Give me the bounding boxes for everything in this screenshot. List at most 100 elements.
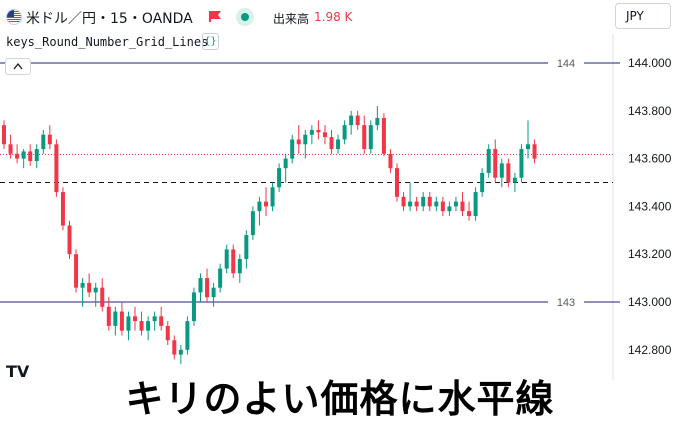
candle-body bbox=[519, 149, 524, 178]
candle-body bbox=[21, 151, 26, 159]
candle-body bbox=[198, 278, 203, 293]
candle-body bbox=[93, 287, 98, 293]
candle-body bbox=[80, 282, 85, 288]
candle-body bbox=[165, 325, 170, 341]
candle-body bbox=[211, 287, 216, 298]
candle-body bbox=[283, 158, 288, 169]
candle-body bbox=[205, 278, 210, 298]
candle-body bbox=[421, 196, 426, 207]
price-tick-label: 143.800 bbox=[628, 104, 672, 118]
candles bbox=[2, 106, 537, 365]
tradingview-logo: TV bbox=[6, 362, 30, 381]
candle-body bbox=[54, 144, 59, 193]
price-tick-label: 142.800 bbox=[628, 343, 672, 357]
candle-body bbox=[8, 144, 13, 154]
candle-body bbox=[126, 316, 131, 331]
candle-body bbox=[119, 311, 124, 331]
price-tick-label: 143.200 bbox=[628, 247, 672, 261]
price-tick-label: 143.400 bbox=[628, 199, 672, 213]
candle-body bbox=[473, 192, 478, 216]
candle-body bbox=[486, 149, 491, 173]
us-flag-icon bbox=[6, 9, 22, 25]
candle-body bbox=[453, 201, 458, 207]
indicator-name[interactable]: keys_Round_Number_Grid_Lines bbox=[6, 35, 209, 49]
candle-body bbox=[375, 117, 380, 126]
candle-body bbox=[493, 149, 498, 178]
candle-body bbox=[264, 201, 268, 207]
candle-body bbox=[277, 168, 282, 188]
candle-body bbox=[60, 192, 65, 226]
candle-body bbox=[244, 235, 249, 259]
candle-body bbox=[381, 117, 386, 154]
currency-button[interactable]: JPY bbox=[615, 3, 671, 29]
candle-body bbox=[414, 201, 419, 207]
chevron-up-icon bbox=[13, 62, 23, 70]
candle-body bbox=[401, 196, 406, 207]
candle-body bbox=[447, 206, 452, 212]
candle-body bbox=[532, 144, 537, 159]
candle-body bbox=[316, 129, 321, 133]
price-axis[interactable]: 144.000 143.800 143.600 143.400 143.200 143.0… bbox=[628, 56, 672, 357]
candle-body bbox=[362, 125, 367, 150]
candle-body bbox=[191, 292, 196, 322]
candle-body bbox=[34, 149, 39, 161]
round-number-label: 144 bbox=[557, 58, 575, 70]
candle-body bbox=[231, 249, 236, 274]
price-tick-label: 144.000 bbox=[628, 56, 672, 70]
round-number-label: 143 bbox=[557, 297, 575, 309]
candle-body bbox=[427, 196, 432, 207]
market-open-icon[interactable] bbox=[236, 8, 254, 26]
candle-body bbox=[152, 316, 157, 322]
price-tick-label: 143.000 bbox=[628, 295, 672, 309]
candle-body bbox=[172, 340, 177, 355]
candle-body bbox=[368, 125, 373, 150]
price-tick-label: 143.600 bbox=[628, 152, 672, 166]
candle-body bbox=[290, 139, 295, 159]
candle-body bbox=[74, 254, 79, 288]
symbol-title[interactable]: 米ドル／円・15・OANDA bbox=[26, 11, 193, 27]
candle-body bbox=[87, 282, 92, 293]
candle-body bbox=[257, 201, 262, 212]
candle-body bbox=[133, 316, 137, 322]
collapse-button[interactable] bbox=[5, 58, 31, 75]
candle-body bbox=[434, 201, 439, 207]
candle-body bbox=[270, 187, 275, 207]
candle-body bbox=[355, 115, 360, 126]
candle-body bbox=[100, 287, 105, 307]
candle-body bbox=[322, 132, 327, 138]
candle-body bbox=[395, 168, 399, 197]
candle-body bbox=[250, 211, 255, 236]
flag-icon[interactable] bbox=[208, 10, 222, 23]
candle-body bbox=[480, 172, 485, 193]
candle-body bbox=[467, 211, 472, 216]
candle-body bbox=[388, 153, 393, 169]
candle-body bbox=[440, 201, 445, 212]
volume-value: 1.98 K bbox=[314, 10, 353, 24]
candle-body bbox=[178, 349, 183, 355]
candle-body bbox=[15, 153, 20, 159]
candle-body bbox=[106, 306, 111, 326]
candle-body bbox=[408, 201, 413, 207]
caption-text: キリのよい価格に水平線 bbox=[125, 377, 555, 421]
candle-body bbox=[139, 321, 144, 331]
source-code-icon[interactable]: {} bbox=[202, 33, 219, 50]
candle-body bbox=[512, 177, 517, 183]
candle-body bbox=[185, 321, 190, 350]
candle-body bbox=[224, 249, 229, 269]
volume-label: 出来高 bbox=[273, 12, 310, 26]
candle-body bbox=[349, 115, 354, 126]
candle-body bbox=[47, 134, 52, 145]
candle-body bbox=[506, 163, 511, 183]
candle-body bbox=[113, 311, 118, 326]
candle-body bbox=[336, 139, 341, 150]
candle-body bbox=[159, 316, 164, 326]
candle-body bbox=[146, 321, 151, 331]
candle-body bbox=[309, 129, 314, 135]
candle-body bbox=[237, 258, 242, 274]
candle-body bbox=[499, 163, 504, 178]
candle-body bbox=[218, 268, 223, 288]
candle-body bbox=[342, 125, 347, 140]
candle-body bbox=[2, 125, 6, 145]
candle-body bbox=[296, 139, 301, 145]
